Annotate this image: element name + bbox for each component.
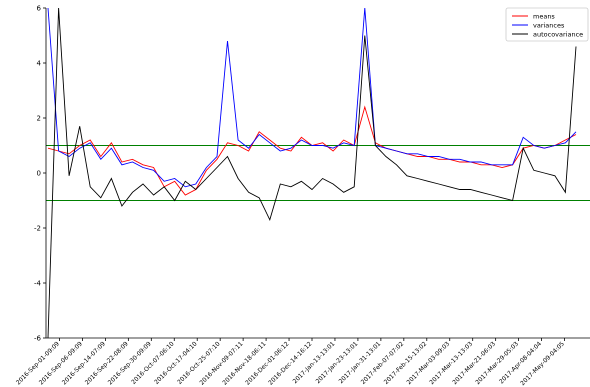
y-tick-label: -2 (34, 225, 41, 233)
x-tick-label: 2017-Jan-23-13:01 (315, 340, 360, 385)
y-tick-label: 0 (37, 170, 41, 178)
x-tick-label: 2017-Feb-07-07:02 (360, 340, 406, 386)
legend-label-means: means (533, 13, 555, 21)
x-tick-label: 2017-Jan-31-13:01 (338, 340, 383, 385)
y-tick-label: 2 (37, 115, 41, 123)
x-tick-label: 2016-Sep-30-09:09 (107, 340, 153, 386)
x-tick-label: 2017-Mar-03-09:03 (405, 340, 451, 386)
x-tick-label: 2017-Mar-21-06:03 (451, 340, 497, 386)
x-tick-label: 2016-Dec-01-06:12 (244, 340, 290, 386)
plot-area (46, 8, 590, 338)
x-tick-label: 2017-Apr-08-04:04 (498, 340, 543, 385)
x-axis-ticks: 2016-Sep-01-09:092016-Sep-06-09:092016-S… (15, 338, 566, 387)
legend-label-autocovariance: autocovariance (533, 31, 583, 39)
x-tick-label: 2016-Oct-25-07:10 (176, 340, 222, 386)
y-axis-ticks: -6 -4 -2 0 2 4 6 (34, 5, 46, 343)
y-tick-label: 4 (37, 60, 42, 68)
x-tick-label: 2016-Nov-18-06:11 (221, 340, 267, 386)
x-tick-label: 2016-Oct-17-04:10 (153, 340, 199, 386)
x-tick-label: 2017-Feb-15-13:02 (383, 340, 429, 386)
legend-label-variances: variances (533, 22, 565, 30)
x-tick-label: 2017-Mar-29-05:03 (474, 340, 520, 386)
x-tick-label: 2016-Sep-06-09:09 (38, 340, 84, 386)
x-tick-label: 2016-Sep-14-07:09 (61, 340, 107, 386)
x-tick-label: 2016-Dec-14-16:12 (267, 340, 313, 386)
x-tick-label: 2016-Oct-07-06:10 (130, 340, 176, 386)
y-tick-label: -6 (34, 335, 42, 343)
x-tick-label: 2017-May-09-04:05 (519, 340, 566, 387)
series-line-autocovariance (47, 7, 577, 339)
y-tick-label: -4 (34, 280, 42, 288)
x-tick-label: 2016-Sep-22-08:09 (84, 340, 130, 386)
x-tick-label: 2017-Mar-13-13:03 (428, 340, 474, 386)
y-tick-label: 6 (37, 5, 42, 13)
x-tick-label: 2016-Sep-01-09:09 (15, 340, 61, 386)
x-tick-label: 2017-Jan-13-13:01 (292, 340, 337, 385)
series-line-variances (47, 7, 577, 188)
x-tick-label: 2016-Nov-09-07:11 (198, 340, 244, 386)
series-layer (47, 7, 577, 339)
